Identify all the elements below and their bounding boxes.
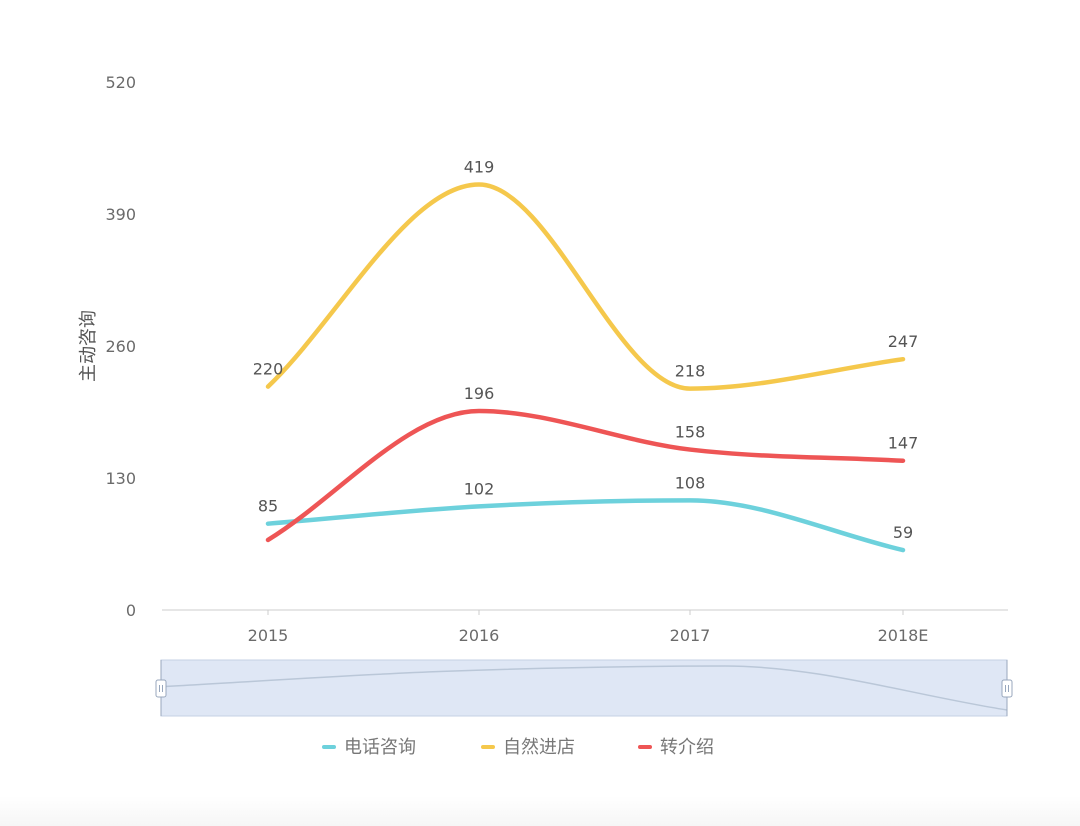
data-labels: 85 102 108 59 220 419 218 247 196 158 147 <box>253 158 919 543</box>
data-label: 85 <box>258 497 278 516</box>
data-label: 419 <box>464 158 495 177</box>
series-line <box>265 182 906 391</box>
series-line <box>265 498 906 553</box>
x-tick-label: 2018E <box>878 626 929 645</box>
legend-item[interactable]: 转介绍 <box>638 737 714 758</box>
y-tick-label: 0 <box>126 601 136 620</box>
bottom-fade <box>0 796 1080 826</box>
y-tick-label: 260 <box>105 337 136 356</box>
data-label: 147 <box>888 434 919 453</box>
series-line <box>265 408 906 543</box>
y-tick-label: 520 <box>105 73 136 92</box>
data-zoom-slider[interactable] <box>155 659 1013 717</box>
data-label: 196 <box>464 384 495 403</box>
data-label: 220 <box>253 360 284 379</box>
data-zoom-track[interactable] <box>160 659 1008 717</box>
series-group <box>265 182 906 553</box>
data-zoom-handle-left[interactable] <box>155 660 167 716</box>
x-tick-label: 2015 <box>248 626 289 645</box>
x-tick-label: 2017 <box>670 626 711 645</box>
legend-label: 转介绍 <box>660 737 714 758</box>
data-zoom-handle-right[interactable] <box>1001 660 1013 716</box>
data-zoom-preview-line <box>160 665 1008 711</box>
legend-label: 电话咨询 <box>344 737 416 758</box>
x-tick-label: 2016 <box>459 626 500 645</box>
legend-item[interactable]: 电话咨询 <box>322 737 416 758</box>
data-label: 108 <box>675 473 706 492</box>
data-label: 158 <box>675 423 706 442</box>
y-tick-label: 130 <box>105 469 136 488</box>
data-label: 247 <box>888 332 919 351</box>
y-tick-label: 390 <box>105 205 136 224</box>
data-label: 59 <box>893 523 913 542</box>
data-label: 102 <box>464 479 495 498</box>
y-axis: 0 130 260 390 520 <box>105 73 136 620</box>
x-axis: 2015 2016 2017 2018E <box>248 610 929 645</box>
y-axis-title: 主动咨询 <box>78 310 99 382</box>
legend: 电话咨询 自然进店 转介绍 <box>322 737 714 758</box>
legend-label: 自然进店 <box>503 737 575 758</box>
legend-item[interactable]: 自然进店 <box>481 737 575 758</box>
data-label: 218 <box>675 362 706 381</box>
